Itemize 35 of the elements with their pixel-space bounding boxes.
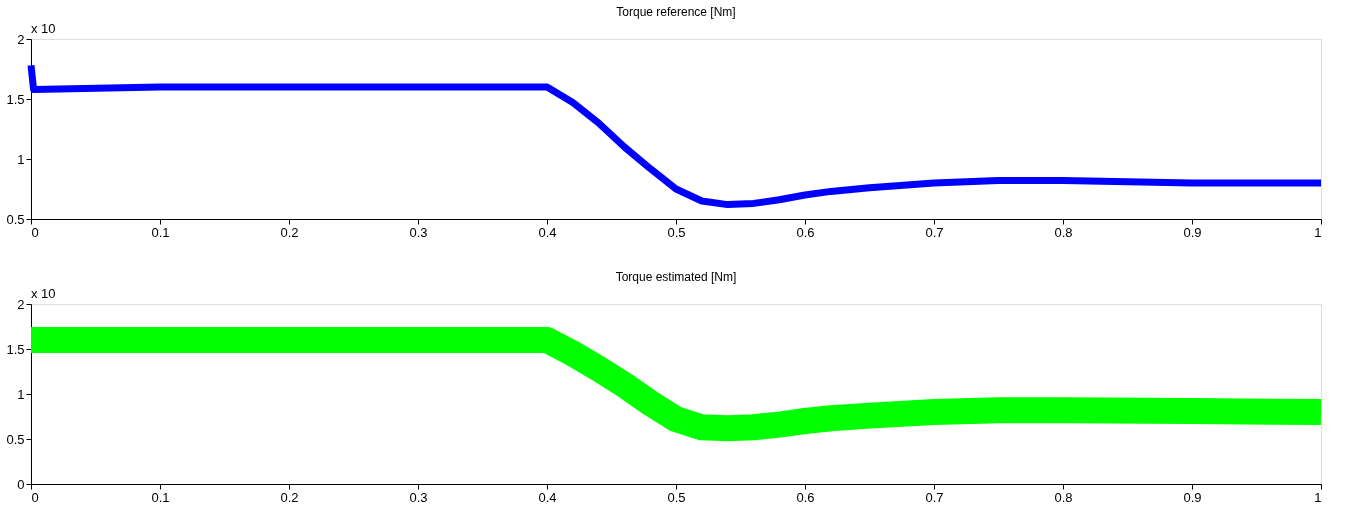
y-tick-label: 0 — [17, 476, 25, 492]
y-tick-label: 1.5 — [6, 341, 25, 357]
x-tick-label: 0.1 — [151, 489, 170, 505]
x-tick-label: 0.3 — [409, 224, 428, 240]
x-tick-label: 0.3 — [409, 489, 428, 505]
y-tick-label: 1 — [17, 386, 25, 402]
x-tick-label: 1 — [1314, 224, 1322, 240]
x-tick-label: 0.9 — [1183, 489, 1202, 505]
x-tick-label: 0 — [31, 489, 39, 505]
chart-title: Torque estimated [Nm] — [615, 270, 737, 284]
y-tick-label: 0.5 — [6, 431, 25, 447]
x-tick-label: 0.8 — [1054, 489, 1073, 505]
x-tick-label: 0.4 — [538, 489, 557, 505]
x-tick-label: 0.7 — [925, 489, 944, 505]
chart-title: Torque reference [Nm] — [616, 5, 736, 19]
x-tick-label: 1 — [1314, 489, 1322, 505]
x-tick-label: 0.8 — [1054, 224, 1073, 240]
x-tick-label: 0.6 — [796, 489, 815, 505]
y-tick-label: 1.5 — [6, 91, 25, 107]
x-tick-label: 0.6 — [796, 224, 815, 240]
x-tick-label: 0.5 — [667, 224, 686, 240]
x-tick-label: 0.5 — [667, 489, 686, 505]
text: x 10 — [31, 21, 56, 36]
y-tick-label: 2 — [17, 31, 25, 47]
y-tick-label: 1 — [17, 151, 25, 167]
x-tick-label: 0.2 — [280, 224, 299, 240]
x-tick-label: 0.1 — [151, 224, 170, 240]
y-tick-label: 0.5 — [6, 211, 25, 227]
x-tick-label: 0.2 — [280, 489, 299, 505]
x-tick-label: 0 — [31, 224, 39, 240]
y-tick-label: 2 — [17, 296, 25, 312]
text: x 10 — [31, 286, 56, 301]
x-tick-label: 0.4 — [538, 224, 557, 240]
x-tick-label: 0.9 — [1183, 224, 1202, 240]
x-tick-label: 0.7 — [925, 224, 944, 240]
